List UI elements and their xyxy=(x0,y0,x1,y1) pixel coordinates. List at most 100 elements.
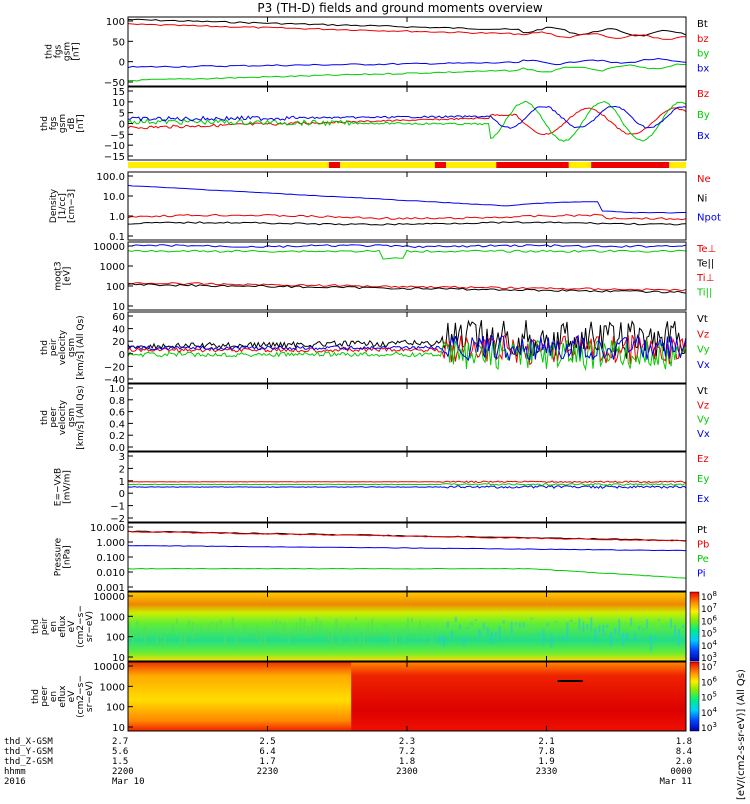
ion-spectrogram-streak xyxy=(136,621,138,636)
ion-spectrogram-streak xyxy=(271,621,273,626)
legend-pressure-1: Pb xyxy=(697,540,709,551)
ion-spectrogram-streak xyxy=(459,624,461,629)
ion-spectrogram-streak xyxy=(355,617,357,620)
ion-spectrogram-streak xyxy=(347,624,349,634)
chart-title: P3 (TH-D) fields and ground moments over… xyxy=(257,1,542,15)
ion-spectrogram-streak xyxy=(443,634,445,646)
ion-spectrogram-streak xyxy=(415,632,417,638)
series-Pi-line xyxy=(128,546,686,551)
y-axis-label-line: sr−eV) xyxy=(85,681,95,712)
ion-spectrogram-streak xyxy=(144,627,146,643)
ion-spectrogram-streak xyxy=(283,623,285,638)
footer-y_gsm-1: 6.4 xyxy=(259,747,275,757)
y-tick-label: −10 xyxy=(104,141,125,152)
panel-frame xyxy=(128,384,686,451)
ion-spectrogram-streak xyxy=(399,630,401,631)
colorbar-tick-label: 103 xyxy=(701,721,717,734)
colorbar-tick-label: 105 xyxy=(701,691,717,704)
ion-spectrogram-streak xyxy=(662,625,664,626)
ion-spectrogram-streak xyxy=(132,632,134,647)
ion-spectrogram-streak xyxy=(407,617,409,632)
ion-spectrogram-streak xyxy=(375,634,377,637)
ion-spectrogram-streak xyxy=(531,618,533,620)
ion-spectrogram-streak xyxy=(475,619,477,621)
y-axis-label-line: [nT] xyxy=(76,114,86,132)
ion-spectrogram-streak xyxy=(307,626,309,638)
ion-spectrogram-streak xyxy=(244,624,246,637)
footer-x_gsm-4: 1.8 xyxy=(676,737,692,747)
panel-pressure: 10.0001.0000.1000.0100.001Pressure[nPa]P… xyxy=(54,523,710,594)
ion-spectrogram-streak xyxy=(598,625,600,633)
footer-row-label: thd_Z-GSM xyxy=(4,757,53,767)
ion-spectrogram-streak xyxy=(519,623,521,628)
series-Ex-line xyxy=(128,486,686,488)
ion-spectrogram-streak xyxy=(140,635,142,639)
footer-z_gsm-0: 1.5 xyxy=(112,757,128,767)
y-tick-label: 1000 xyxy=(100,682,125,693)
ion-spectrogram-streak xyxy=(523,622,525,627)
footer-y_gsm-0: 5.6 xyxy=(112,747,128,757)
ion-spectrogram-streak xyxy=(678,629,680,646)
legend-fgs-gsm-dB-1: By xyxy=(697,110,710,121)
ion-spectrogram-streak xyxy=(606,625,608,628)
quality-segment xyxy=(446,162,496,168)
ion-spectrogram-streak xyxy=(487,627,489,634)
ion-spectrogram-streak xyxy=(562,636,564,641)
ion-spectrogram-streak xyxy=(236,634,238,648)
ion-spectrogram-streak xyxy=(411,618,413,623)
y-tick-label: 15 xyxy=(112,87,125,98)
ion-spectrogram-streak xyxy=(379,632,381,636)
ion-spectrogram-streak xyxy=(212,622,214,626)
ion-spectrogram-streak xyxy=(232,617,234,629)
legend-temperature-2: Ti⊥ xyxy=(696,273,714,284)
footer-y_gsm-2: 7.2 xyxy=(399,747,415,757)
ion-spectrogram-streak xyxy=(335,619,337,634)
ion-spectrogram-streak xyxy=(658,619,660,621)
ion-spectrogram-streak xyxy=(371,619,373,635)
ion-spectrogram-streak xyxy=(323,635,325,636)
series-Ti-par-line xyxy=(128,250,686,259)
legend-fgs-gsm-dB-0: Bz xyxy=(697,89,709,100)
y-tick-label: 1 xyxy=(119,477,125,488)
series-Ne-line xyxy=(128,214,686,219)
footer-row-label: thd_Y-GSM xyxy=(4,747,53,757)
y-tick-label: 0.100 xyxy=(96,553,125,564)
ion-spectrogram-streak xyxy=(503,620,505,623)
y-axis-label-line: [km/s] (All Qs) xyxy=(76,385,86,449)
electron-spectrogram-image-late xyxy=(351,662,686,731)
ion-spectrogram-streak xyxy=(582,622,584,633)
y-tick-label: 50 xyxy=(112,37,125,48)
colorbar-tick-label: 107 xyxy=(701,602,717,615)
ion-spectrogram-streak xyxy=(196,624,198,626)
colorbar-tick-label: 104 xyxy=(701,706,717,719)
y-tick-label: 100.0 xyxy=(96,172,125,183)
ion-spectrogram-streak xyxy=(463,636,465,645)
colorbar-label: [eV/(cm2-s-sr-eV)] (All Qs) xyxy=(736,669,747,800)
ion-spectrogram-streak xyxy=(216,622,218,629)
ion-spectrogram-streak xyxy=(172,624,174,634)
ion-spectrogram-streak xyxy=(566,622,568,637)
ion-spectrogram-streak xyxy=(622,633,624,646)
ion-spectrogram-streak xyxy=(228,629,230,634)
ion-spectrogram-streak xyxy=(184,633,186,645)
ion-spectrogram-streak xyxy=(610,632,612,646)
footer-x_gsm-0: 2.7 xyxy=(112,737,128,747)
ion-spectrogram-streak xyxy=(363,632,365,647)
quality-segment xyxy=(329,162,340,168)
legend-fgs-gsm-mag-0: Bt xyxy=(697,19,708,30)
ion-spectrogram-streak xyxy=(570,620,572,623)
legend-temperature-1: Te|| xyxy=(696,259,714,270)
y-tick-label: 20 xyxy=(112,337,125,348)
ion-spectrogram-streak xyxy=(331,633,333,649)
quality-segment xyxy=(435,162,446,168)
colorbar-tick-label: 105 xyxy=(701,627,717,640)
y-tick-label: 100 xyxy=(106,282,125,293)
series-bz-line xyxy=(128,24,686,40)
